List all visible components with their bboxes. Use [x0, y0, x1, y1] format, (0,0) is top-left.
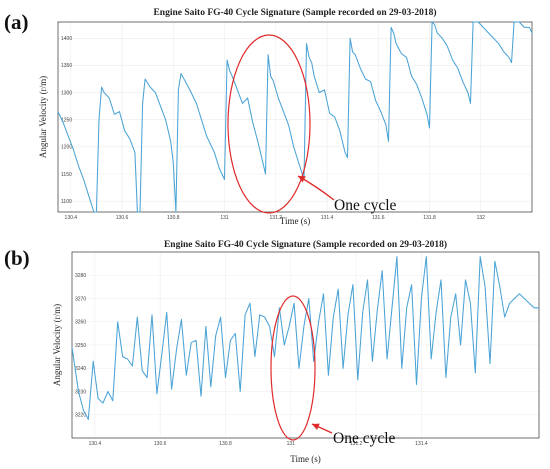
panel-a: (a) 130.4 130.6 130.8 131 131.2 131.4 131.6 131…	[0, 0, 550, 228]
y-tick-label: 1150	[61, 172, 72, 178]
chart-b: 130.4 130.6 130.8 131 131.2 131.4 3220 3230 3240…	[52, 239, 540, 464]
series-line	[57, 21, 533, 213]
x-tick-label: 131.2	[350, 441, 363, 447]
cycle-ellipse	[270, 295, 316, 441]
x-tick-label: 131	[287, 441, 296, 447]
panel-label: (b)	[4, 246, 30, 270]
x-tick-label: 131.2	[270, 215, 283, 221]
y-tick-label: 3280	[75, 273, 86, 279]
chart-a: 130.4 130.6 130.8 131 131.2 131.4 131.6 131.8 13…	[38, 7, 533, 226]
y-tick-label: 1250	[61, 118, 72, 124]
x-tick-label: 131.8	[423, 215, 436, 221]
y-tick-label: 1200	[61, 145, 72, 151]
panel-b: (b) 130.4 130.6 130.8 131 131.2 131.4 3220 3230…	[0, 234, 550, 469]
chart-title: Engine Saito FG-40 Cycle Signature (Samp…	[153, 7, 436, 18]
chart-title: Engine Saito FG-40 Cycle Signature (Samp…	[164, 239, 447, 250]
cycle-ellipse	[227, 34, 311, 214]
annotation-arrowhead	[298, 176, 306, 183]
annotation-text: One cycle	[333, 430, 396, 447]
x-tick-label: 130.6	[154, 441, 167, 447]
x-tick-label: 130.4	[89, 441, 102, 447]
x-tick-label: 131.4	[321, 215, 334, 221]
annotation-text: One cycle	[334, 197, 397, 214]
y-tick-label: 1400	[61, 36, 72, 42]
x-tick-label: 130.8	[167, 215, 180, 221]
y-tick-label: 1300	[61, 90, 72, 96]
x-axis-label: Time (s)	[290, 454, 320, 464]
y-tick-label: 3260	[75, 320, 86, 326]
y-axis-label: Angular Velocity (r/m)	[52, 304, 62, 386]
y-tick-label: 3240	[75, 366, 86, 372]
x-tick-label: 131.4	[415, 441, 428, 447]
x-tick-label: 130.8	[219, 441, 232, 447]
plot-frame	[57, 21, 533, 213]
x-axis-label: Time (s)	[280, 216, 310, 226]
panel-label: (a)	[4, 10, 29, 34]
y-tick-label: 3250	[75, 343, 86, 349]
x-tick-label: 130.6	[116, 215, 129, 221]
y-axis-label: Angular Velocity (r/m)	[38, 76, 48, 158]
y-tick-label: 1100	[61, 199, 72, 205]
plot-frame	[71, 251, 540, 439]
x-tick-label: 131.6	[372, 215, 385, 221]
y-tick-label: 3270	[75, 296, 86, 302]
y-tick-label: 3220	[75, 413, 86, 419]
x-tick-label: 132	[477, 215, 486, 221]
annotation-arrowhead	[312, 423, 320, 430]
x-tick-label: 130.4	[65, 215, 78, 221]
y-tick-label: 3230	[75, 389, 86, 395]
series-line	[71, 256, 539, 420]
x-tick-label: 131	[220, 215, 229, 221]
y-tick-label: 1350	[61, 63, 72, 69]
